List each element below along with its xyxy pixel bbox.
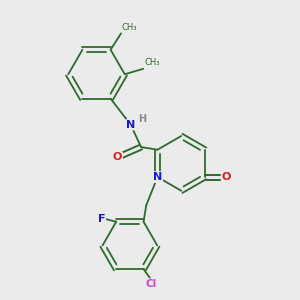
Text: N: N <box>153 172 162 182</box>
Text: H: H <box>138 114 146 124</box>
Text: N: N <box>126 120 135 130</box>
Text: Cl: Cl <box>146 279 157 289</box>
Text: O: O <box>112 152 122 162</box>
Text: F: F <box>98 214 105 224</box>
Text: CH₃: CH₃ <box>122 23 137 32</box>
Text: O: O <box>222 172 231 182</box>
Text: CH₃: CH₃ <box>144 58 160 68</box>
